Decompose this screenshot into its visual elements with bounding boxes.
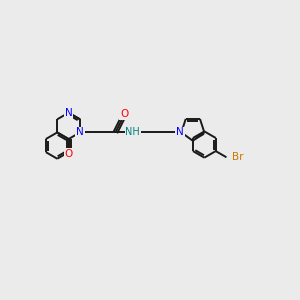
Text: O: O <box>120 109 128 119</box>
Text: N: N <box>76 128 84 137</box>
Text: NH: NH <box>125 128 140 137</box>
Text: N: N <box>65 108 73 118</box>
Text: N: N <box>176 128 184 137</box>
Text: Br: Br <box>232 152 243 162</box>
Text: O: O <box>64 149 73 159</box>
